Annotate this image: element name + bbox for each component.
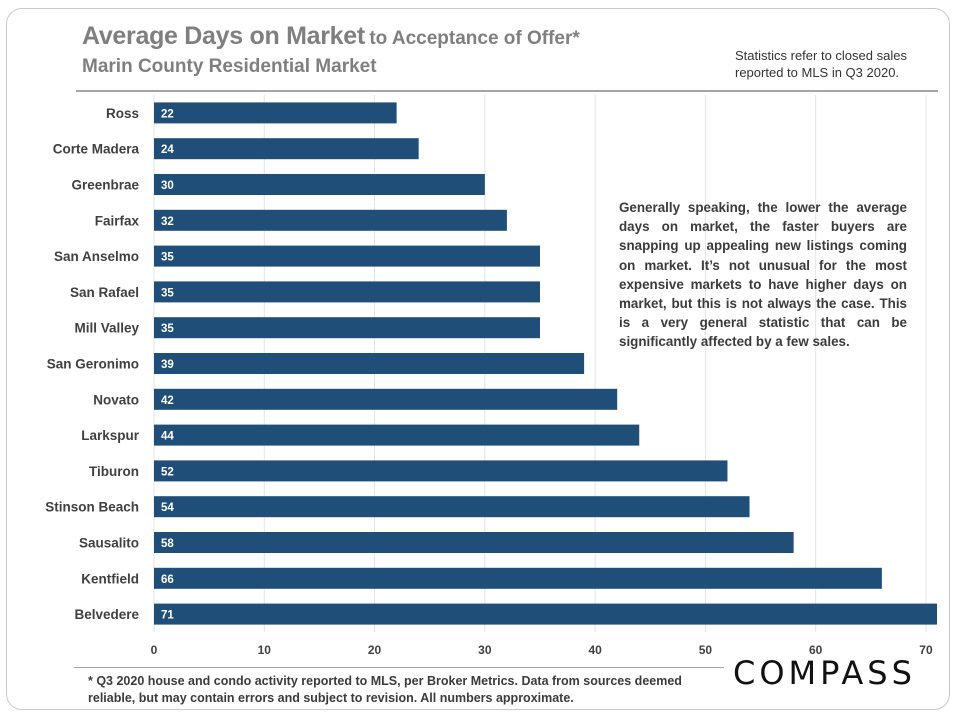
- value-label-fairfax: 32: [161, 216, 174, 228]
- category-label-novato: Novato: [93, 392, 139, 407]
- bar-greenbrae: [154, 174, 485, 195]
- statistics-note: Statistics refer to closed sales reporte…: [735, 48, 907, 80]
- bar-sausalito: [154, 532, 794, 553]
- bar-san-rafael: [154, 281, 540, 303]
- value-label-greenbrae: 30: [161, 180, 174, 192]
- x-tick-50: 50: [699, 643, 713, 657]
- category-label-larkspur: Larkspur: [81, 428, 140, 443]
- x-tick-60: 60: [809, 643, 823, 657]
- category-label-tiburon: Tiburon: [89, 464, 139, 479]
- category-label-greenbrae: Greenbrae: [71, 178, 139, 193]
- value-label-san-anselmo: 35: [161, 252, 174, 264]
- category-label-san-geronimo: San Geronimo: [47, 357, 139, 372]
- value-label-san-geronimo: 39: [161, 359, 174, 371]
- category-label-fairfax: Fairfax: [95, 213, 140, 228]
- annotation-text: Generally speaking, the lower the averag…: [619, 200, 907, 350]
- category-label-stinson-beach: Stinson Beach: [45, 500, 139, 515]
- bar-fairfax: [154, 209, 507, 231]
- bar-belvedere: [154, 603, 937, 625]
- category-label-belvedere: Belvedere: [74, 607, 139, 622]
- bar-novato: [154, 388, 618, 410]
- x-tick-70: 70: [919, 643, 933, 657]
- bar-san-geronimo: [154, 353, 585, 374]
- chart-title: Average Days on Market to Acceptance of …: [82, 22, 580, 51]
- value-label-sausalito: 58: [161, 538, 174, 550]
- bars: [154, 102, 937, 625]
- bar-stinson-beach: [154, 496, 750, 518]
- category-label-corte-madera: Corte Madera: [53, 142, 140, 157]
- value-label-kentfield: 66: [161, 574, 174, 586]
- category-label-sausalito: Sausalito: [79, 536, 139, 551]
- slide-frame: [6, 8, 950, 710]
- value-label-larkspur: 44: [161, 431, 174, 443]
- bar-kentfield: [154, 567, 882, 589]
- value-label-belvedere: 71: [161, 610, 174, 622]
- value-label-ross: 22: [161, 108, 174, 120]
- bar-larkspur: [154, 424, 640, 446]
- x-tick-10: 10: [258, 643, 272, 657]
- category-label-mill-valley: Mill Valley: [74, 321, 139, 336]
- x-tick-labels: 0 10 20 30 40 50 60 70: [151, 643, 933, 657]
- category-label-san-anselmo: San Anselmo: [54, 249, 139, 264]
- bar-ross: [154, 102, 397, 124]
- value-label-san-rafael: 35: [161, 287, 174, 299]
- value-label-tiburon: 52: [161, 466, 174, 478]
- x-tick-30: 30: [478, 643, 492, 657]
- bar-corte-madera: [154, 138, 419, 160]
- category-labels: Ross Corte Madera Greenbrae Fairfax San Anse…: [45, 106, 140, 622]
- value-label-novato: 42: [161, 395, 174, 407]
- title-main: Average Days on Market: [82, 22, 365, 50]
- value-labels: 22 24 30 32 35 35 35 39 42 44 52 54 58 66 71: [161, 108, 174, 621]
- x-tick-0: 0: [151, 643, 158, 657]
- header-divider: [76, 90, 938, 92]
- bar-san-anselmo: [154, 245, 540, 267]
- x-tick-40: 40: [588, 643, 602, 657]
- chart-subtitle: Marin County Residential Market: [82, 56, 377, 77]
- bar-mill-valley: [154, 317, 540, 339]
- category-label-san-rafael: San Rafael: [70, 285, 139, 300]
- x-tick-20: 20: [368, 643, 382, 657]
- value-label-stinson-beach: 54: [161, 502, 174, 514]
- compass-logo: COMPASS: [733, 654, 916, 692]
- footnote: * Q3 2020 house and condo activity repor…: [88, 674, 682, 705]
- category-label-kentfield: Kentfield: [81, 571, 139, 586]
- value-label-corte-madera: 24: [161, 144, 174, 156]
- value-label-mill-valley: 35: [161, 323, 174, 335]
- title-sub: to Acceptance of Offer*: [369, 28, 580, 49]
- bar-tiburon: [154, 460, 728, 482]
- category-label-ross: Ross: [106, 106, 139, 121]
- footer-divider: [74, 667, 724, 668]
